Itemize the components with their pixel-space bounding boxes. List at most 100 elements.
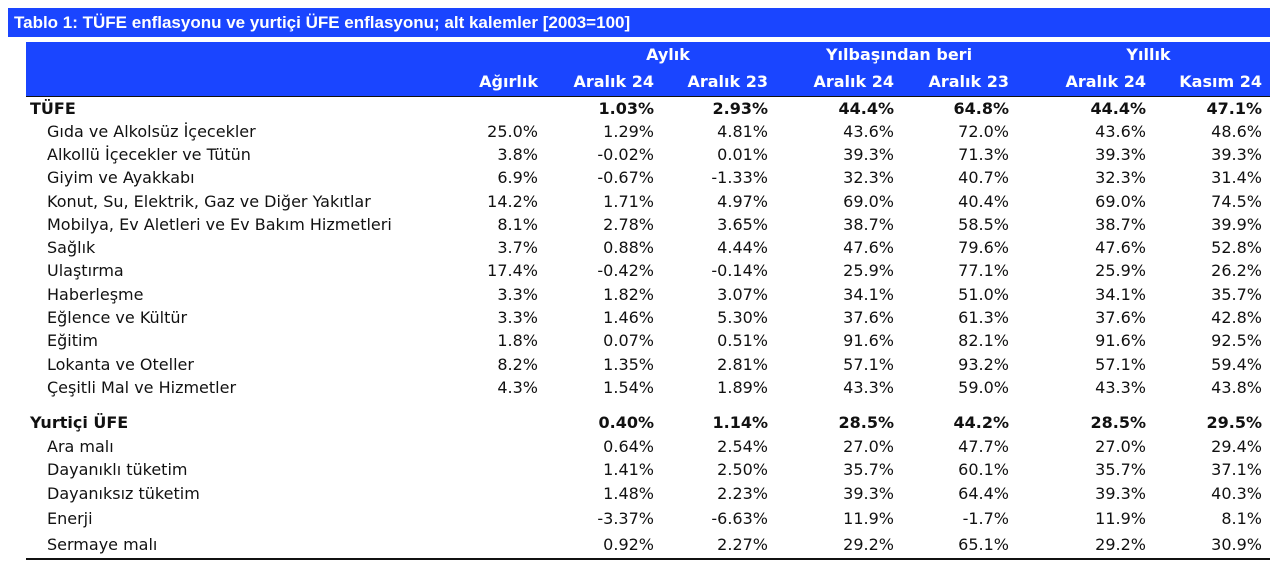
cell-yillik-kasim-24: 39.3% [1211,145,1262,164]
cell-yillik-kasim-24: 74.5% [1211,192,1262,211]
cell-aylik-aralik-23: 1.89% [717,378,768,397]
cell-aylik-aralik-23: 2.54% [717,437,768,456]
cell-yillik-aralik-24: 38.7% [1095,215,1146,234]
cell-aylik-aralik-23: 3.07% [717,285,768,304]
cell-ytd-aralik-23: 72.0% [958,122,1009,141]
cell-aylik-aralik-23: -1.33% [711,168,768,187]
cell-yillik-aralik-24: 37.6% [1095,308,1146,327]
cell-yillik-aralik-24: 35.7% [1095,460,1146,479]
cell-agirlik [436,507,538,530]
cell-yillik-aralik-24: 39.3% [1095,145,1146,164]
cell-yillik-aralik-24: 47.6% [1095,238,1146,257]
cell-ytd-aralik-24: 39.3% [843,484,894,503]
column-header-aylik-aralik-23: Aralık 23 [687,72,768,91]
row-label: Sağlık [47,238,96,257]
cell-yillik-kasim-24: 52.8% [1211,238,1262,257]
cell-aylik-aralik-24: 1.46% [603,308,654,327]
cell-agirlik: 6.9% [497,168,538,187]
cell-agirlik: 4.3% [497,378,538,397]
table-row: Dayanıklı tüketim 1.41% 2.50% 35.7% 60.1% 35.… [26,458,1270,481]
cell-aylik-aralik-23: 2.50% [717,460,768,479]
table-row: Konut, Su, Elektrik, Gaz ve Diğer Yakıtl… [26,190,1270,213]
group-header-yillik: Yıllık [1031,42,1266,68]
row-label: Eğlence ve Kültür [47,308,188,327]
cell-yillik-aralik-24: 91.6% [1095,331,1146,350]
cell-aylik-aralik-24: 1.82% [603,285,654,304]
cell-aylik-aralik-23: 5.30% [717,308,768,327]
row-label: Konut, Su, Elektrik, Gaz ve Diğer Yakıtl… [47,192,371,211]
cell-agirlik [436,411,538,434]
cell-ytd-aralik-23: 51.0% [958,285,1009,304]
cell-aylik-aralik-23: -0.14% [711,261,768,280]
cell-agirlik: 3.3% [497,285,538,304]
group-header-yilbasindan-beri: Yılbaşından beri [788,42,1010,68]
cell-yillik-aralik-24: 43.6% [1095,122,1146,141]
cell-agirlik [436,97,538,120]
row-label: Çeşitli Mal ve Hizmetler [47,378,237,397]
cell-ytd-aralik-24: 91.6% [843,331,894,350]
table-bottom-border [26,558,1270,560]
cell-yillik-aralik-24: 27.0% [1095,437,1146,456]
row-label: Dayanıklı tüketim [47,460,188,479]
table-row: Ulaştırma 17.4% -0.42% -0.14% 25.9% 77.1% 25.9… [26,259,1270,282]
cell-ytd-aralik-23: 65.1% [958,535,1009,554]
cell-ytd-aralik-23: 64.8% [953,99,1009,118]
cell-aylik-aralik-24: -3.37% [597,509,654,528]
cell-ytd-aralik-23: 61.3% [958,308,1009,327]
cell-yillik-aralik-24: 32.3% [1095,168,1146,187]
cell-aylik-aralik-24: 0.64% [603,437,654,456]
cell-yillik-kasim-24: 48.6% [1211,122,1262,141]
cell-ytd-aralik-23: 40.4% [958,192,1009,211]
cell-aylik-aralik-24: 2.78% [603,215,654,234]
cell-agirlik: 8.1% [497,215,538,234]
cell-ytd-aralik-23: 40.7% [958,168,1009,187]
cell-ytd-aralik-24: 43.3% [843,378,894,397]
cell-yillik-kasim-24: 37.1% [1211,460,1262,479]
cell-ytd-aralik-24: 39.3% [843,145,894,164]
cell-yillik-kasim-24: 92.5% [1211,331,1262,350]
cell-agirlik: 8.2% [497,355,538,374]
cell-ytd-aralik-24: 35.7% [843,460,894,479]
cell-aylik-aralik-23: 1.14% [712,413,768,432]
cell-ytd-aralik-24: 27.0% [843,437,894,456]
cell-ytd-aralik-23: 44.2% [953,413,1009,432]
cell-aylik-aralik-24: 0.07% [603,331,654,350]
column-header-ytd-aralik-24: Aralık 24 [813,72,894,91]
cell-aylik-aralik-23: 2.81% [717,355,768,374]
cell-aylik-aralik-23: 4.81% [717,122,768,141]
cell-aylik-aralik-23: -6.63% [711,509,768,528]
cell-aylik-aralik-23: 4.44% [717,238,768,257]
cell-ytd-aralik-23: 82.1% [958,331,1009,350]
column-header-ytd-aralik-23: Aralık 23 [928,72,1009,91]
row-label: Giyim ve Ayakkabı [47,168,195,187]
table-row: Mobilya, Ev Aletleri ve Ev Bakım Hizmetl… [26,213,1270,236]
table-row: Enerji -3.37% -6.63% 11.9% -1.7% 11.9% 8.1% [26,507,1270,530]
cell-ytd-aralik-23: 64.4% [958,484,1009,503]
cell-agirlik: 3.3% [497,308,538,327]
row-label: Yurtiçi ÜFE [30,413,129,432]
cell-yillik-kasim-24: 29.5% [1206,413,1262,432]
table-row: Sermaye malı 0.92% 2.27% 29.2% 65.1% 29.2% 30.… [26,533,1270,556]
row-label: Gıda ve Alkolsüz İçecekler [47,122,256,141]
cell-yillik-kasim-24: 31.4% [1211,168,1262,187]
cell-yillik-kasim-24: 35.7% [1211,285,1262,304]
cell-yillik-aralik-24: 44.4% [1090,99,1146,118]
row-label: Eğitim [47,331,99,350]
cell-aylik-aralik-24: 0.92% [603,535,654,554]
cell-ytd-aralik-24: 37.6% [843,308,894,327]
cell-yillik-kasim-24: 39.9% [1211,215,1262,234]
cell-agirlik [436,435,538,458]
cell-ytd-aralik-24: 11.9% [843,509,894,528]
cell-ytd-aralik-24: 69.0% [843,192,894,211]
column-header-row: Ağırlık Aralık 24 Aralık 23 Aralık 24 Ar… [26,67,1270,96]
cell-yillik-kasim-24: 42.8% [1211,308,1262,327]
cell-ytd-aralik-23: 58.5% [958,215,1009,234]
table-row: Alkollü İçecekler ve Tütün 3.8% -0.02% 0.01… [26,143,1270,166]
cell-aylik-aralik-24: 1.48% [603,484,654,503]
row-label: Sermaye malı [47,535,158,554]
table-row: Dayanıksız tüketim 1.48% 2.23% 39.3% 64.4% 39… [26,482,1270,505]
cell-aylik-aralik-23: 2.23% [717,484,768,503]
cell-ytd-aralik-23: 71.3% [958,145,1009,164]
cell-yillik-aralik-24: 69.0% [1095,192,1146,211]
cell-ytd-aralik-24: 32.3% [843,168,894,187]
